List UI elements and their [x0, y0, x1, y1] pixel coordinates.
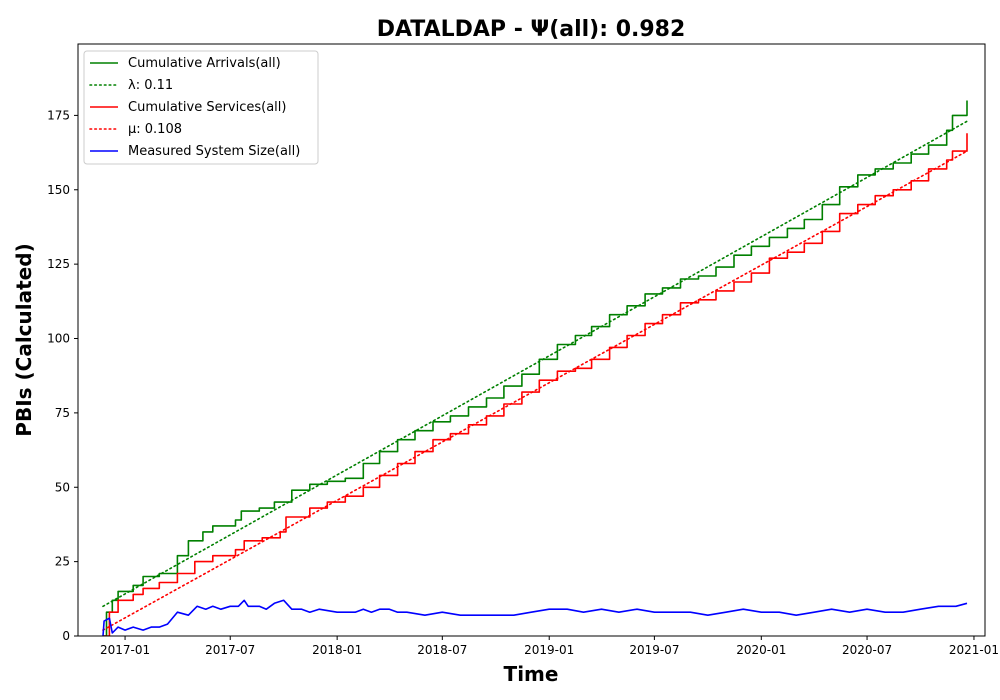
- y-tick-label: 125: [47, 257, 70, 271]
- legend-box: [83, 50, 319, 165]
- x-tick-label: 2017-01: [100, 643, 150, 657]
- series-line-0: [103, 100, 968, 636]
- x-tick-label: 2018-07: [417, 643, 467, 657]
- x-tick-label: 2019-07: [629, 643, 679, 657]
- series-line-4: [102, 599, 968, 636]
- y-axis-label: PBIs (Calculated): [12, 243, 36, 436]
- x-tick-label: 2018-01: [312, 643, 362, 657]
- series-line-2: [103, 133, 968, 636]
- legend-label: Cumulative Services(all): [128, 100, 286, 115]
- x-tick-label: 2017-07: [205, 643, 255, 657]
- plot-area: [77, 43, 986, 637]
- y-tick-label: 150: [47, 183, 70, 197]
- y-tick-label: 75: [55, 406, 70, 420]
- y-tick-label: 175: [47, 108, 70, 122]
- legend-label: μ: 0.108: [128, 122, 182, 137]
- legend: Cumulative Arrivals(all) λ: 0.11 Cumulativ…: [83, 50, 319, 165]
- chart-title: DATALDAP - Ψ(all): 0.982: [377, 17, 686, 42]
- y-tick-label: 100: [47, 332, 70, 346]
- legend-label: Measured System Size(all): [128, 144, 300, 159]
- x-axis-label: Time: [504, 662, 559, 686]
- x-tick-label: 2020-01: [736, 643, 786, 657]
- plot-frame: [77, 43, 986, 637]
- x-tick-label: 2019-01: [524, 643, 574, 657]
- y-tick-label: 0: [62, 629, 70, 643]
- series-line-1: [102, 120, 968, 608]
- series-line-3: [102, 150, 968, 631]
- x-tick-label: 2020-07: [842, 643, 892, 657]
- legend-label: λ: 0.11: [128, 78, 173, 93]
- legend-label: Cumulative Arrivals(all): [128, 56, 281, 71]
- y-axis: 0 25 50 75 100 125 150 175: [47, 108, 78, 643]
- series-layer: [102, 100, 968, 636]
- x-axis: 2017-01 2017-07 2018-01 2018-07 2019-01 2019-…: [100, 636, 999, 657]
- x-tick-label: 2021-01: [949, 643, 999, 657]
- y-tick-label: 25: [55, 555, 70, 569]
- y-tick-label: 50: [55, 480, 70, 494]
